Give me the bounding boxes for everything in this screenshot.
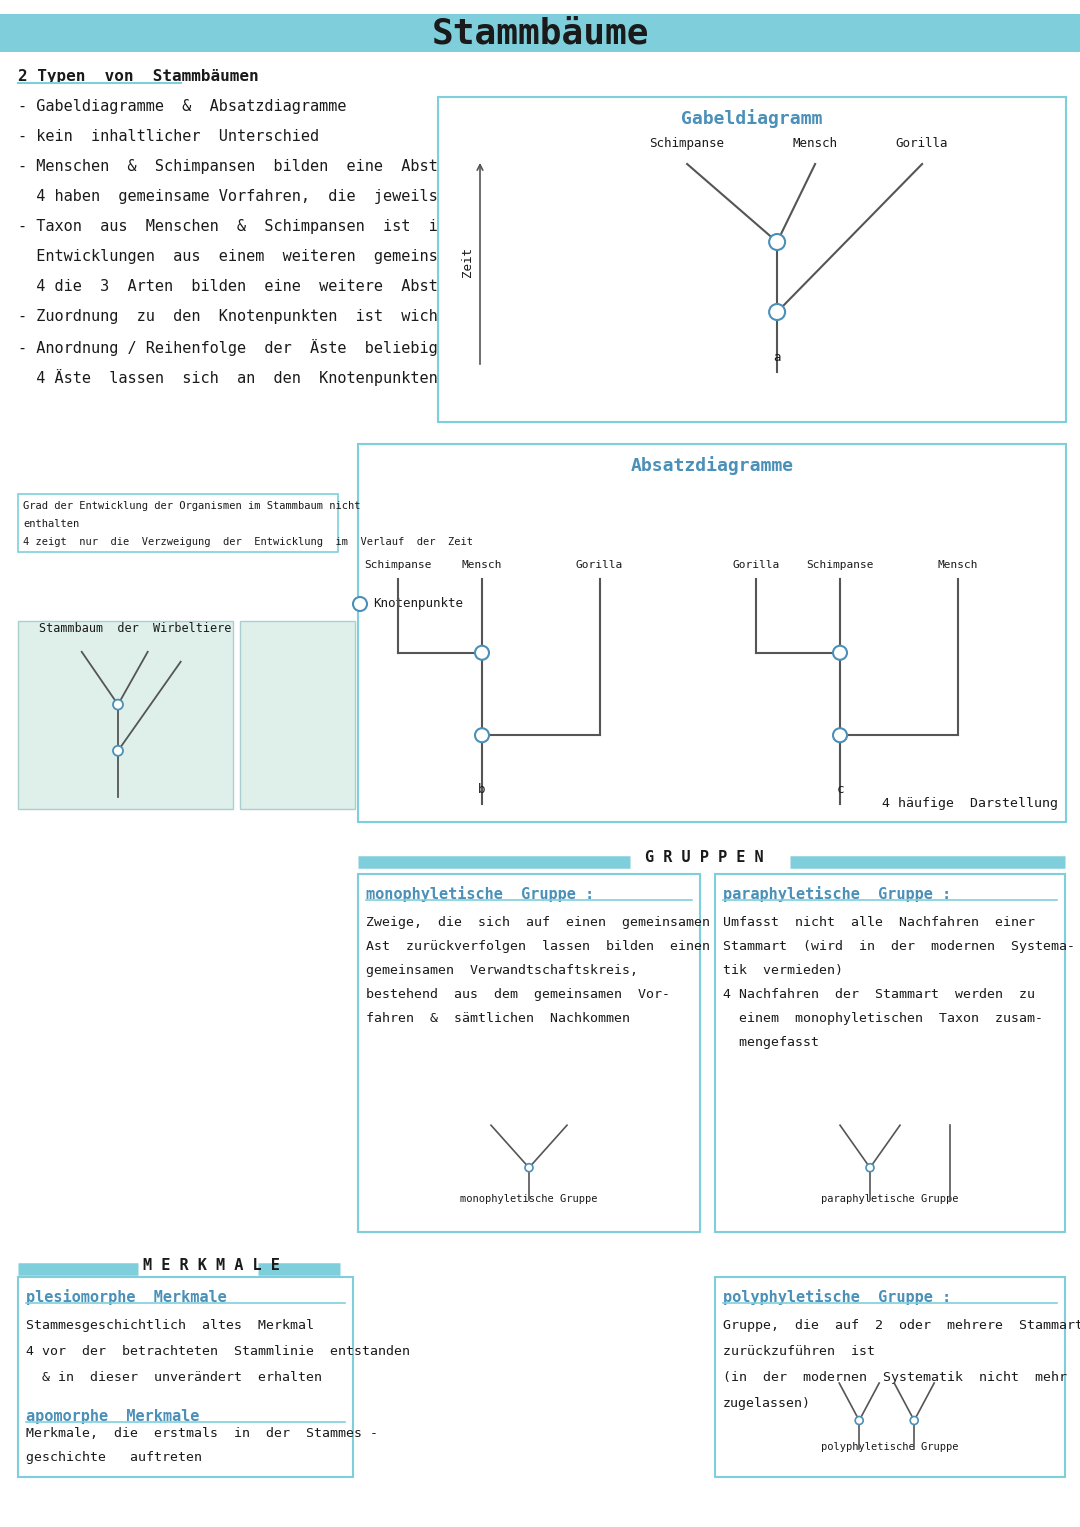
Text: - Menschen  &  Schimpansen  bilden  eine  Abstammungsgemeinschaft: - Menschen & Schimpansen bilden eine Abs…	[18, 159, 611, 174]
Circle shape	[866, 1164, 874, 1171]
Text: - Gabeldiagramme  &  Absatzdiagramme: - Gabeldiagramme & Absatzdiagramme	[18, 99, 347, 115]
Text: 4 Nachfahren  der  Stammart  werden  zu: 4 Nachfahren der Stammart werden zu	[723, 988, 1035, 1002]
Text: (in  der  modernen  Systematik  nicht  mehr: (in der modernen Systematik nicht mehr	[723, 1371, 1067, 1383]
Text: monophyletische  Gruppe :: monophyletische Gruppe :	[366, 886, 594, 902]
Text: 2 Typen  von  Stammbäumen: 2 Typen von Stammbäumen	[18, 69, 258, 84]
Text: M E R K M A L E: M E R K M A L E	[143, 1258, 280, 1272]
Text: - Anordnung / Reihenfolge  der  Äste  beliebig: - Anordnung / Reihenfolge der Äste belie…	[18, 339, 437, 356]
Circle shape	[833, 728, 847, 742]
Circle shape	[833, 646, 847, 660]
Text: Zeit: Zeit	[461, 247, 474, 276]
Circle shape	[910, 1417, 918, 1425]
Text: Gorilla: Gorilla	[732, 560, 780, 570]
Text: 4 zeigt  nur  die  Verzweigung  der  Entwicklung  im  Verlauf  der  Zeit: 4 zeigt nur die Verzweigung der Entwickl…	[23, 538, 473, 547]
FancyBboxPatch shape	[18, 621, 233, 809]
Circle shape	[475, 728, 489, 742]
FancyBboxPatch shape	[438, 98, 1066, 421]
Text: Gruppe,  die  auf  2  oder  mehrere  Stammarten: Gruppe, die auf 2 oder mehrere Stammarte…	[723, 1319, 1080, 1332]
Text: bestehend  aus  dem  gemeinsamen  Vor-: bestehend aus dem gemeinsamen Vor-	[366, 988, 670, 1002]
Text: 4 haben  gemeinsame Vorfahren,  die  jeweils  durch  den  Knotenpunkt  symbolisi: 4 haben gemeinsame Vorfahren, die jeweil…	[18, 189, 866, 205]
Circle shape	[855, 1417, 863, 1425]
Text: geschichte   auftreten: geschichte auftreten	[26, 1451, 202, 1464]
Text: einem  monophyletischen  Taxon  zusam-: einem monophyletischen Taxon zusam-	[723, 1012, 1043, 1025]
Text: - Taxon  aus  Menschen  &  Schimpansen  ist  im  Vergleich  mit  den  Gorillas  : - Taxon aus Menschen & Schimpansen ist i…	[18, 218, 903, 234]
Text: a: a	[773, 351, 781, 363]
Circle shape	[113, 699, 123, 710]
FancyBboxPatch shape	[715, 873, 1065, 1232]
Text: Zweige,  die  sich  auf  einen  gemeinsamen: Zweige, die sich auf einen gemeinsamen	[366, 916, 710, 928]
Text: Entwicklungen  aus  einem  weiteren  gemeinsamen  Vorfahren  entstanden: Entwicklungen aus einem weiteren gemeins…	[18, 249, 684, 264]
Text: Stammbaum  der  Wirbeltiere: Stammbaum der Wirbeltiere	[39, 621, 231, 635]
Circle shape	[353, 597, 367, 611]
Circle shape	[769, 234, 785, 250]
Circle shape	[475, 646, 489, 660]
Text: Mensch: Mensch	[937, 560, 977, 570]
FancyBboxPatch shape	[357, 873, 700, 1232]
FancyBboxPatch shape	[0, 14, 1080, 52]
Text: Grad der Entwicklung der Organismen im Stammbaum nicht: Grad der Entwicklung der Organismen im S…	[23, 501, 361, 512]
Text: apomorphe  Merkmale: apomorphe Merkmale	[26, 1409, 200, 1425]
Text: Gabeldiagramm: Gabeldiagramm	[681, 108, 823, 128]
Text: paraphyletische  Gruppe :: paraphyletische Gruppe :	[723, 886, 951, 902]
Text: - kein  inhaltlicher  Unterschied: - kein inhaltlicher Unterschied	[18, 128, 319, 144]
Text: G R U P P E N: G R U P P E N	[645, 851, 764, 866]
Text: Ast  zurückverfolgen  lassen  bilden  einen: Ast zurückverfolgen lassen bilden einen	[366, 941, 710, 953]
Text: Schimpanse: Schimpanse	[364, 560, 432, 570]
Text: plesiomorphe  Merkmale: plesiomorphe Merkmale	[26, 1289, 227, 1306]
Text: - Zuordnung  zu  den  Knotenpunkten  ist  wichtig: - Zuordnung zu den Knotenpunkten ist wic…	[18, 308, 465, 324]
Text: Schimpanse: Schimpanse	[807, 560, 874, 570]
FancyBboxPatch shape	[715, 1277, 1065, 1477]
Text: gemeinsamen  Verwandtschaftskreis,: gemeinsamen Verwandtschaftskreis,	[366, 964, 638, 977]
Text: monophyletische Gruppe: monophyletische Gruppe	[460, 1194, 597, 1203]
Text: zurückzuführen  ist: zurückzuführen ist	[723, 1345, 875, 1358]
Text: 4 häufige  Darstellung: 4 häufige Darstellung	[882, 797, 1058, 809]
Text: Schimpanse: Schimpanse	[650, 137, 725, 150]
Text: 4 die  3  Arten  bilden  eine  weitere  Abstammungsgemeinschaft: 4 die 3 Arten bilden eine weitere Abstam…	[18, 279, 611, 295]
Text: Knotenpunkte: Knotenpunkte	[373, 597, 463, 611]
FancyBboxPatch shape	[18, 1277, 353, 1477]
Text: Stammbäume: Stammbäume	[431, 15, 649, 50]
Text: mengefasst: mengefasst	[723, 1035, 819, 1049]
Text: Stammart  (wird  in  der  modernen  Systema-: Stammart (wird in der modernen Systema-	[723, 941, 1075, 953]
Text: fahren  &  sämtlichen  Nachkommen: fahren & sämtlichen Nachkommen	[366, 1012, 630, 1025]
Text: 4 Äste  lassen  sich  an  den  Knotenpunkten  frei  drehen: 4 Äste lassen sich an den Knotenpunkten …	[18, 370, 566, 386]
Text: 4 vor  der  betrachteten  Stammlinie  entstanden: 4 vor der betrachteten Stammlinie entsta…	[26, 1345, 410, 1358]
Text: tik  vermieden): tik vermieden)	[723, 964, 843, 977]
FancyBboxPatch shape	[240, 621, 355, 809]
Circle shape	[113, 745, 123, 756]
FancyBboxPatch shape	[357, 444, 1066, 822]
Text: enthalten: enthalten	[23, 519, 79, 528]
Text: Gorilla: Gorilla	[576, 560, 623, 570]
Text: Merkmale,  die  erstmals  in  der  Stammes -: Merkmale, die erstmals in der Stammes -	[26, 1428, 378, 1440]
Text: & in  dieser  unverändert  erhalten: & in dieser unverändert erhalten	[26, 1371, 322, 1383]
Text: polyphyletische Gruppe: polyphyletische Gruppe	[821, 1441, 959, 1452]
Circle shape	[525, 1164, 534, 1171]
FancyBboxPatch shape	[18, 495, 338, 551]
Text: Mensch: Mensch	[793, 137, 838, 150]
Text: zugelassen): zugelassen)	[723, 1397, 811, 1409]
Text: Stammesgeschichtlich  altes  Merkmal: Stammesgeschichtlich altes Merkmal	[26, 1319, 314, 1332]
Text: c: c	[836, 783, 843, 796]
Text: Absatzdiagramme: Absatzdiagramme	[631, 457, 794, 475]
Text: polyphyletische  Gruppe :: polyphyletische Gruppe :	[723, 1289, 951, 1306]
Circle shape	[769, 304, 785, 321]
Text: Gorilla: Gorilla	[896, 137, 948, 150]
Text: Umfasst  nicht  alle  Nachfahren  einer: Umfasst nicht alle Nachfahren einer	[723, 916, 1035, 928]
Text: b: b	[478, 783, 486, 796]
Text: paraphyletische Gruppe: paraphyletische Gruppe	[821, 1194, 959, 1203]
Text: Mensch: Mensch	[462, 560, 502, 570]
